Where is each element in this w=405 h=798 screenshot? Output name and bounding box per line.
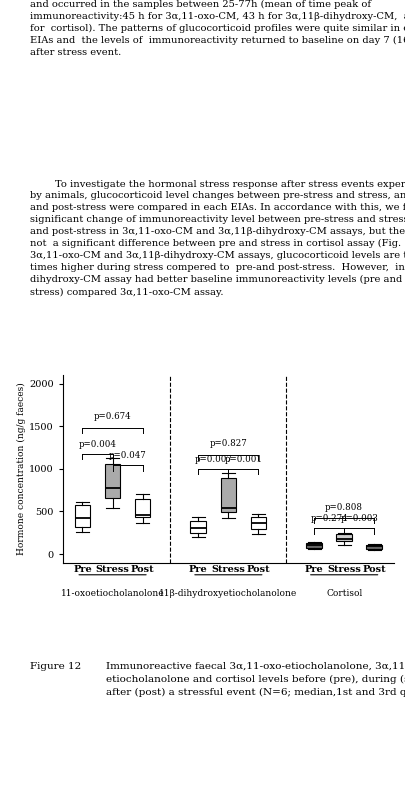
Text: 11β-dihydroxyetiocholanolone: 11β-dihydroxyetiocholanolone: [159, 589, 297, 598]
Text: p=0.274: p=0.274: [309, 515, 347, 523]
Text: 11-oxoetiocholanolone: 11-oxoetiocholanolone: [61, 589, 164, 598]
Bar: [220, 478, 236, 512]
Text: and occurred in the samples between 25-77h (mean of time peak of
immunoreactivit: and occurred in the samples between 25-7…: [30, 0, 405, 57]
Text: p=0.047: p=0.047: [109, 452, 146, 460]
Y-axis label: Hormone concentration (ng/g faeces): Hormone concentration (ng/g faeces): [17, 382, 26, 555]
Bar: [190, 521, 206, 533]
Text: p=0.674: p=0.674: [94, 412, 131, 421]
Text: p=0.003: p=0.003: [339, 515, 377, 523]
Text: p=0.827: p=0.827: [209, 440, 247, 448]
Text: p=0.001: p=0.001: [224, 455, 262, 464]
Bar: [305, 543, 321, 548]
Text: Figure 12: Figure 12: [30, 662, 81, 671]
Bar: [250, 517, 266, 529]
Text: p=0.007: p=0.007: [194, 455, 232, 464]
Text: To investigate the hormonal stress response after stress events experienced
by a: To investigate the hormonal stress respo…: [30, 180, 405, 297]
Bar: [134, 499, 150, 517]
Text: p=0.004: p=0.004: [79, 440, 116, 449]
Bar: [335, 535, 351, 542]
Text: Immunoreactive faecal 3α,11-oxo-etiocholanolone, 3α,11β-dihydroxy-
etiocholanolo: Immunoreactive faecal 3α,11-oxo-etiochol…: [105, 662, 405, 697]
Text: Cortisol: Cortisol: [325, 589, 361, 598]
Bar: [104, 464, 120, 498]
Bar: [366, 545, 381, 549]
Text: p=0.808: p=0.808: [324, 504, 362, 512]
Bar: [75, 505, 90, 527]
